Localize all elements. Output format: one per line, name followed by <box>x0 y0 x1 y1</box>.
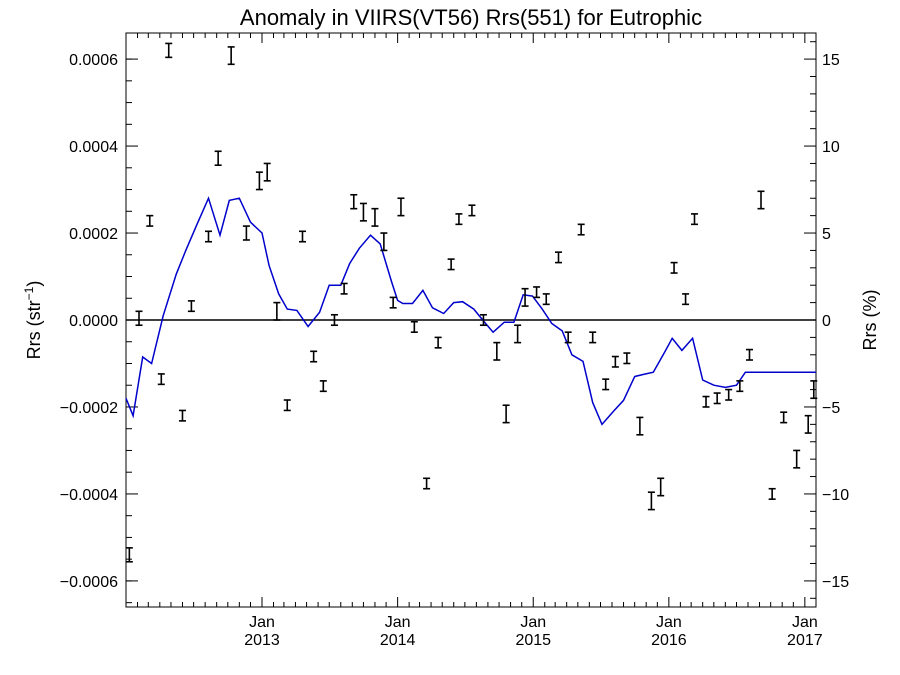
errorbar-point <box>187 300 195 313</box>
anomaly-line <box>125 196 816 426</box>
y-tick-label-right: 5 <box>822 226 831 243</box>
errorbar-point <box>468 204 476 217</box>
errorbar-point <box>682 293 690 306</box>
y-tick-label-left: 0.0002 <box>69 226 118 243</box>
errorbar-point <box>455 213 463 226</box>
errorbar-point <box>310 350 318 363</box>
errorbar-point <box>263 162 271 182</box>
errorbar-point <box>502 404 510 424</box>
y-tick-label-left: −0.0004 <box>60 487 118 504</box>
x-tick-label-year: 2013 <box>244 632 280 649</box>
x-tick-label-year: 2016 <box>651 632 687 649</box>
errorbar-point <box>542 293 550 306</box>
y-axis-label-right: Rrs (%) <box>860 290 880 351</box>
errorbar-point <box>204 230 212 243</box>
y-tick-label-right: −15 <box>822 574 849 591</box>
errorbar-point <box>564 331 572 344</box>
errorbar-point <box>283 399 291 412</box>
x-tick-label-month: Jan <box>385 614 411 631</box>
errorbar-point <box>135 310 143 327</box>
y-tick-label-left: 0.0000 <box>69 313 118 330</box>
y-tick-label-left: −0.0002 <box>60 400 118 417</box>
errorbar-series <box>125 42 818 563</box>
errorbar-point <box>514 324 522 344</box>
errorbar-point <box>713 392 721 405</box>
errorbar-point <box>410 320 418 333</box>
errorbar-point <box>350 193 358 210</box>
errorbar-point <box>736 380 744 393</box>
errorbar-point <box>380 232 388 252</box>
y-tick-label-right: 0 <box>822 313 831 330</box>
errorbar-point <box>793 449 801 469</box>
errorbar-point <box>371 207 379 227</box>
errorbar-point <box>242 225 250 241</box>
errorbar-point <box>623 352 631 365</box>
errorbar-point <box>423 477 431 490</box>
errorbar-point <box>611 355 619 368</box>
errorbar-point <box>670 261 678 274</box>
x-tick-label-month: Jan <box>656 614 682 631</box>
errorbar-point <box>340 282 348 295</box>
errorbar-point <box>178 409 186 422</box>
errorbar-point <box>690 213 698 226</box>
errorbar-point <box>359 202 367 222</box>
x-tick-label-month: Jan <box>249 614 275 631</box>
errorbar-point <box>702 395 710 408</box>
errorbar-point <box>577 223 585 236</box>
errorbar-point <box>533 286 541 299</box>
errorbar-point <box>602 378 610 391</box>
chart-title: Anomaly in VIIRS(VT56) Rrs(551) for Eutr… <box>240 5 702 30</box>
y-tick-label-right: 10 <box>822 139 840 156</box>
anomaly-line-series <box>125 196 816 426</box>
errorbar-point <box>319 380 327 393</box>
errorbar-point <box>227 46 235 66</box>
errorbar-point <box>636 416 644 436</box>
axis-ticks: Jan2013Jan2014Jan2015Jan2016Jan20170.000… <box>60 33 849 649</box>
errorbar-point <box>330 313 338 327</box>
y-tick-label-right: −5 <box>822 400 840 417</box>
errorbar-point <box>273 301 281 321</box>
errorbar-point <box>804 414 812 434</box>
y-tick-label-right: −10 <box>822 487 849 504</box>
errorbar-point <box>389 296 397 309</box>
errorbar-point <box>479 313 487 327</box>
errorbar-point <box>757 190 765 210</box>
errorbar-point <box>157 373 165 386</box>
errorbar-point <box>521 287 529 307</box>
errorbar-point <box>298 230 306 243</box>
x-tick-label-year: 2015 <box>515 632 551 649</box>
errorbar-point <box>493 341 501 361</box>
errorbar-point <box>447 258 455 271</box>
x-tick-label-month: Jan <box>520 614 546 631</box>
errorbar-point <box>434 336 442 349</box>
errorbar-point <box>745 348 753 361</box>
y-axis-label-left: Rrs (str−1) <box>22 281 44 360</box>
errorbar-point <box>397 197 405 217</box>
x-tick-label-month: Jan <box>792 614 818 631</box>
errorbar-point <box>780 411 788 424</box>
errorbar-point <box>165 42 173 59</box>
errorbar-point <box>647 491 655 511</box>
x-tick-label-year: 2014 <box>380 632 416 649</box>
errorbar-point <box>125 547 133 563</box>
errorbar-point <box>146 214 154 227</box>
y-tick-label-right: 15 <box>822 52 840 69</box>
errorbar-point <box>555 251 563 264</box>
errorbar-point <box>657 477 665 497</box>
x-tick-label-year: 2017 <box>787 632 823 649</box>
errorbar-point <box>255 171 263 191</box>
y-tick-label-left: 0.0006 <box>69 52 118 69</box>
errorbar-point <box>810 380 818 400</box>
y-tick-label-left: 0.0004 <box>69 139 118 156</box>
y-tick-label-left: −0.0006 <box>60 574 118 591</box>
errorbar-point <box>768 487 776 500</box>
errorbar-point <box>214 150 222 166</box>
errorbar-point <box>589 331 597 344</box>
errorbar-point <box>725 388 733 401</box>
